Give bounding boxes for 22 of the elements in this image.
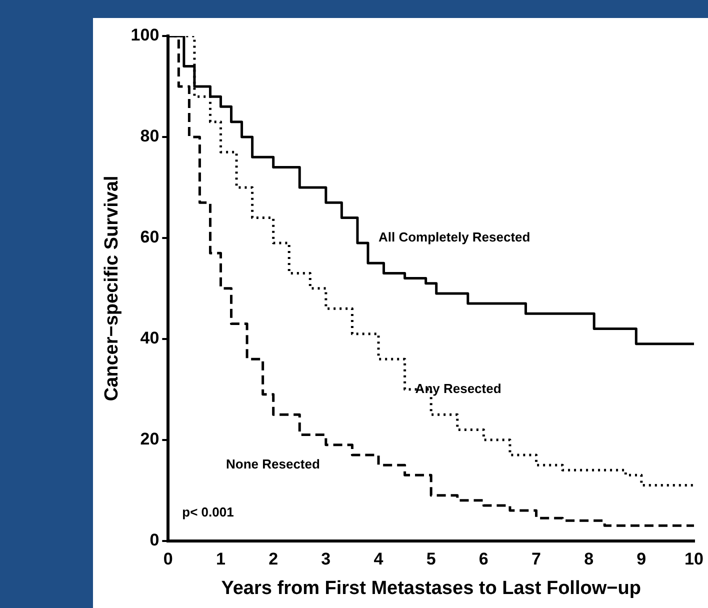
y-tick-label: 0 bbox=[150, 530, 160, 550]
annotation: p< 0.001 bbox=[182, 504, 234, 520]
y-tick-label: 60 bbox=[140, 228, 160, 247]
x-tick-label: 5 bbox=[426, 550, 436, 569]
x-tick-label: 0 bbox=[163, 550, 173, 569]
x-tick-label: 7 bbox=[532, 550, 541, 569]
y-tick-label: 100 bbox=[130, 26, 160, 45]
y-axis-title: Cancer−specific Survival bbox=[102, 176, 123, 402]
y-tick-label: 40 bbox=[140, 328, 160, 348]
x-tick-label: 9 bbox=[636, 550, 646, 569]
x-tick-label: 1 bbox=[216, 550, 226, 569]
y-tick-label: 80 bbox=[140, 126, 160, 146]
series-label: All Completely Resected bbox=[378, 230, 530, 244]
series-label: None Resected bbox=[226, 456, 320, 472]
x-tick-label: 6 bbox=[478, 550, 488, 569]
x-tick-label: 3 bbox=[321, 550, 331, 569]
x-tick-label: 8 bbox=[584, 550, 594, 569]
y-tick-label: 20 bbox=[140, 430, 160, 449]
x-axis-title: Years from First Metastases to Last Follow−up bbox=[221, 578, 641, 599]
x-tick-label: 4 bbox=[374, 550, 384, 569]
x-tick-label: 2 bbox=[268, 550, 278, 569]
x-tick-label: 10 bbox=[684, 550, 704, 569]
